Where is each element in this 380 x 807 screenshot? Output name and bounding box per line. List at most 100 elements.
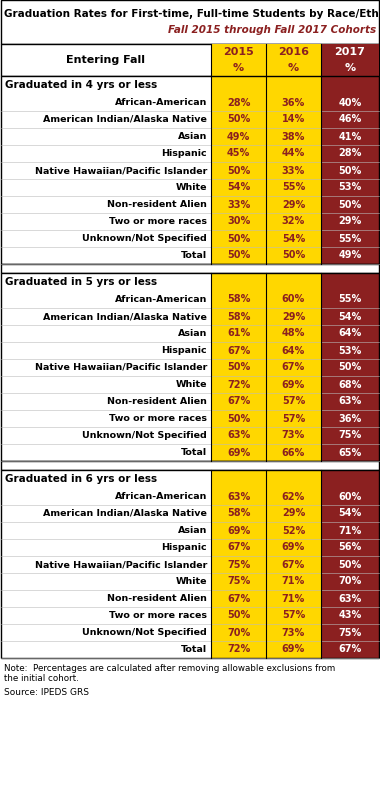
Bar xyxy=(266,488,321,505)
Bar xyxy=(211,641,266,658)
Text: White: White xyxy=(176,577,207,586)
Bar xyxy=(321,325,379,342)
Bar xyxy=(1,325,211,342)
Text: 50%: 50% xyxy=(227,362,250,373)
Text: Graduation Rates for First-time, Full-time Students by Race/Ethnicity: Graduation Rates for First-time, Full-ti… xyxy=(4,9,380,19)
Text: 70%: 70% xyxy=(338,576,362,587)
Text: 2015: 2015 xyxy=(223,48,254,57)
Bar xyxy=(211,590,266,607)
Bar xyxy=(1,247,211,264)
Bar xyxy=(321,444,379,461)
Text: 50%: 50% xyxy=(227,250,250,261)
Text: 50%: 50% xyxy=(227,611,250,621)
Bar xyxy=(211,273,266,291)
Text: 46%: 46% xyxy=(338,115,362,124)
Bar xyxy=(321,522,379,539)
Bar xyxy=(321,505,379,522)
Bar xyxy=(266,522,321,539)
Text: 50%: 50% xyxy=(338,199,362,210)
Text: 72%: 72% xyxy=(227,645,250,654)
Bar xyxy=(266,376,321,393)
Bar xyxy=(321,641,379,658)
Text: Two or more races: Two or more races xyxy=(109,611,207,620)
Bar xyxy=(211,556,266,573)
Text: 71%: 71% xyxy=(282,576,305,587)
Bar xyxy=(321,247,379,264)
Text: 48%: 48% xyxy=(282,328,305,338)
Text: Hispanic: Hispanic xyxy=(162,543,207,552)
Text: 28%: 28% xyxy=(338,148,362,158)
Bar xyxy=(211,128,266,145)
Text: 33%: 33% xyxy=(227,199,250,210)
Text: American Indian/Alaska Native: American Indian/Alaska Native xyxy=(43,115,207,124)
Bar xyxy=(211,470,266,488)
Bar xyxy=(1,470,379,658)
Bar xyxy=(1,488,211,505)
Bar xyxy=(266,179,321,196)
Bar xyxy=(1,359,211,376)
Bar xyxy=(321,342,379,359)
Text: 50%: 50% xyxy=(227,413,250,424)
Text: 45%: 45% xyxy=(227,148,250,158)
Text: Non-resident Alien: Non-resident Alien xyxy=(107,200,207,209)
Bar xyxy=(1,44,379,76)
Text: 69%: 69% xyxy=(282,379,305,390)
Text: 58%: 58% xyxy=(227,295,250,304)
Bar xyxy=(211,410,266,427)
Text: 69%: 69% xyxy=(227,448,250,458)
Text: 64%: 64% xyxy=(282,345,305,356)
Bar xyxy=(1,230,211,247)
Bar xyxy=(1,213,211,230)
Text: Total: Total xyxy=(181,645,207,654)
Text: 60%: 60% xyxy=(282,295,305,304)
Text: 54%: 54% xyxy=(338,312,362,321)
Text: 62%: 62% xyxy=(282,491,305,501)
Bar xyxy=(1,461,379,470)
Bar xyxy=(1,427,211,444)
Bar xyxy=(211,196,266,213)
Bar xyxy=(266,505,321,522)
Bar xyxy=(211,522,266,539)
Bar xyxy=(266,393,321,410)
Bar xyxy=(266,359,321,376)
Text: 60%: 60% xyxy=(338,491,362,501)
Bar xyxy=(266,470,321,488)
Bar xyxy=(266,247,321,264)
Text: Unknown/Not Specified: Unknown/Not Specified xyxy=(82,234,207,243)
Text: 41%: 41% xyxy=(338,132,362,141)
Bar xyxy=(1,111,211,128)
Text: 63%: 63% xyxy=(338,396,362,407)
Bar xyxy=(211,308,266,325)
Bar xyxy=(211,76,266,94)
Text: Two or more races: Two or more races xyxy=(109,217,207,226)
Text: 67%: 67% xyxy=(282,362,305,373)
Bar xyxy=(211,44,266,76)
Text: Entering Fall: Entering Fall xyxy=(66,55,146,65)
Bar xyxy=(321,573,379,590)
Bar xyxy=(266,44,321,76)
Bar xyxy=(1,539,211,556)
Bar xyxy=(1,505,211,522)
Text: 67%: 67% xyxy=(227,542,250,553)
Text: African-American: African-American xyxy=(115,295,207,304)
Text: American Indian/Alaska Native: American Indian/Alaska Native xyxy=(43,509,207,518)
Bar xyxy=(1,342,211,359)
Text: 64%: 64% xyxy=(338,328,362,338)
Bar xyxy=(266,556,321,573)
Text: 57%: 57% xyxy=(282,396,305,407)
Text: 29%: 29% xyxy=(282,312,305,321)
Text: 72%: 72% xyxy=(227,379,250,390)
Text: 2016: 2016 xyxy=(278,48,309,57)
Bar xyxy=(266,444,321,461)
Bar xyxy=(1,273,379,461)
Text: 73%: 73% xyxy=(282,628,305,638)
Bar xyxy=(1,573,211,590)
Text: 75%: 75% xyxy=(227,559,250,570)
Text: 63%: 63% xyxy=(338,593,362,604)
Bar xyxy=(266,162,321,179)
Text: 29%: 29% xyxy=(282,508,305,519)
Bar xyxy=(1,76,379,264)
Text: 55%: 55% xyxy=(282,182,305,193)
Text: 38%: 38% xyxy=(282,132,305,141)
Text: 66%: 66% xyxy=(282,448,305,458)
